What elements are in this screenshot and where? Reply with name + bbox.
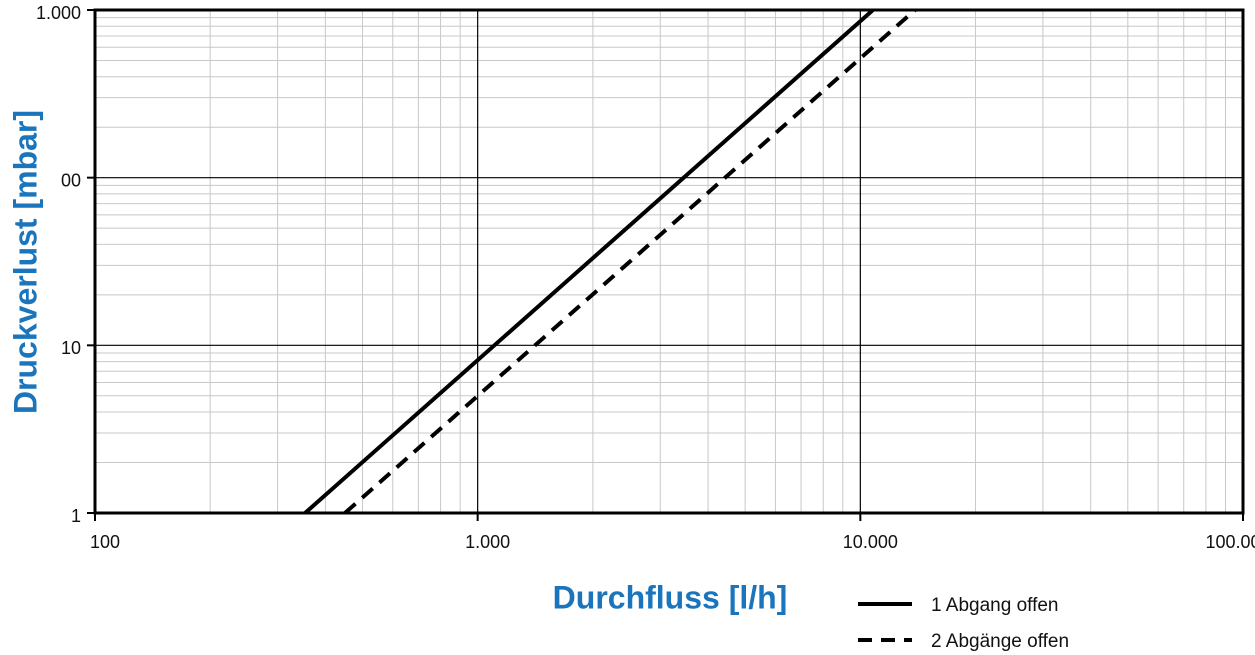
legend-label: 1 Abgang offen bbox=[931, 595, 1059, 616]
data-line bbox=[303, 8, 875, 515]
x-tick-label: 100 bbox=[90, 532, 120, 552]
x-axis-title: Durchfluss [l/h] bbox=[553, 579, 788, 615]
y-tick-label: 10 bbox=[61, 338, 81, 358]
y-axis-title: Druckverlust [mbar] bbox=[7, 110, 43, 414]
y-tick-label: 1.000 bbox=[36, 3, 81, 23]
y-tick-label: 00 bbox=[61, 170, 81, 190]
data-line bbox=[343, 8, 917, 515]
x-tick-label: 10.000 bbox=[843, 532, 898, 552]
x-tick-label: 100.000 bbox=[1205, 532, 1255, 552]
x-tick-label: 1.000 bbox=[465, 532, 510, 552]
plot-frame bbox=[93, 8, 1245, 515]
y-tick-label: 1 bbox=[71, 506, 81, 526]
legend-label: 2 Abgänge offen bbox=[931, 631, 1069, 652]
